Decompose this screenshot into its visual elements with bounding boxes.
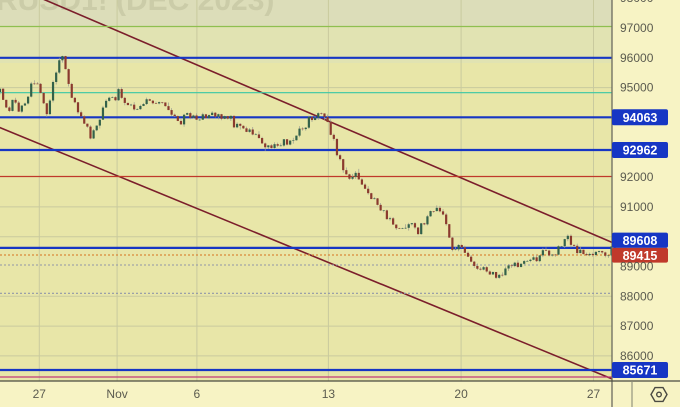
svg-text:92962: 92962: [623, 144, 658, 158]
svg-text:98000: 98000: [620, 0, 654, 5]
svg-text:96000: 96000: [620, 51, 654, 65]
svg-text:Nov: Nov: [106, 387, 127, 401]
svg-text:20: 20: [454, 387, 468, 401]
svg-text:27: 27: [587, 387, 601, 401]
svg-text:86000: 86000: [620, 349, 654, 363]
svg-text:27: 27: [33, 387, 47, 401]
svg-text:91000: 91000: [620, 200, 654, 214]
svg-text:87000: 87000: [620, 319, 654, 333]
svg-text:85671: 85671: [623, 364, 658, 378]
svg-text:94063: 94063: [623, 111, 658, 125]
svg-text:6: 6: [194, 387, 201, 401]
svg-text:88000: 88000: [620, 289, 654, 303]
svg-text:95000: 95000: [620, 81, 654, 95]
svg-text:89000: 89000: [620, 260, 654, 274]
svg-text:97000: 97000: [620, 21, 654, 35]
svg-text:13: 13: [322, 387, 336, 401]
svg-text:92000: 92000: [620, 170, 654, 184]
svg-text:RUSD1! (DEC 2023): RUSD1! (DEC 2023): [0, 0, 274, 17]
svg-text:89608: 89608: [623, 234, 658, 248]
